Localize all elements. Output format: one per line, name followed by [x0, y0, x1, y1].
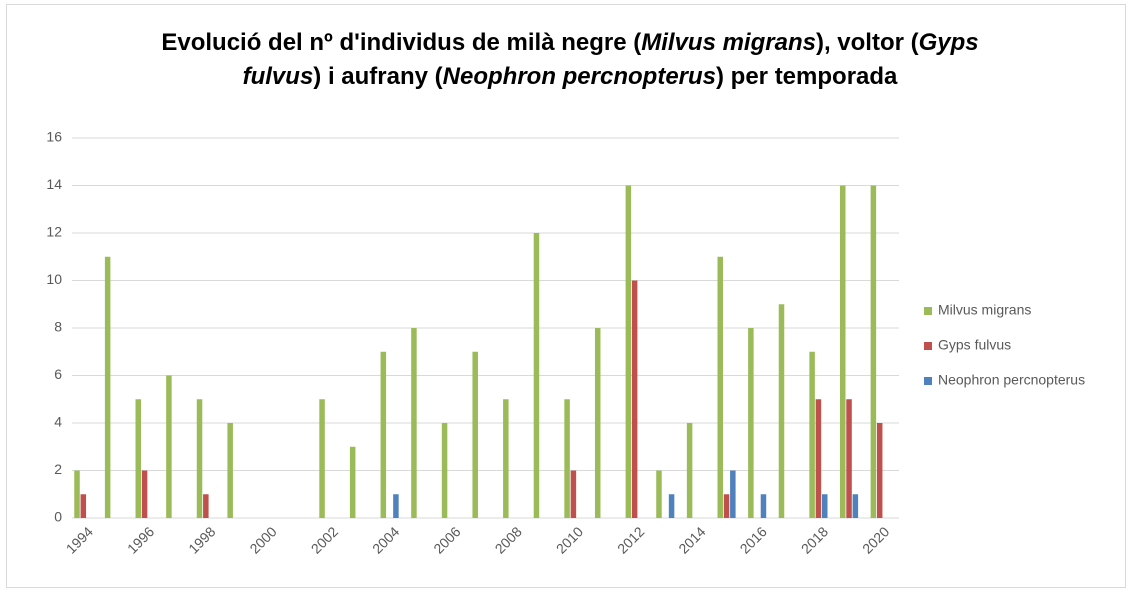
- bar: [625, 185, 632, 518]
- y-tick-label: 10: [46, 271, 62, 287]
- chart-title: Evolució del nº d'individus de milà negr…: [125, 26, 1015, 94]
- legend-label: Gyps fulvus: [938, 337, 1011, 353]
- y-tick-label: 8: [54, 319, 62, 335]
- x-tick-label: 2018: [798, 523, 831, 556]
- bar: [503, 399, 509, 518]
- bar: [141, 470, 148, 518]
- bar: [166, 375, 172, 518]
- bar: [319, 399, 325, 518]
- legend-label: Milvus migrans: [938, 302, 1031, 318]
- bar: [870, 185, 877, 518]
- legend-swatch: [924, 307, 932, 315]
- bar: [594, 328, 601, 518]
- x-tick-label: 2002: [308, 523, 341, 556]
- bar: [778, 304, 785, 518]
- bar: [668, 494, 675, 518]
- bar: [441, 423, 448, 518]
- x-tick-label: 1996: [124, 523, 157, 556]
- bar: [717, 256, 723, 518]
- title-part: Gyps fulvus: [242, 29, 979, 90]
- bar: [411, 328, 417, 518]
- x-tick-label: 2004: [369, 523, 402, 556]
- bar: [723, 494, 730, 518]
- title-part: ) per temporada: [716, 63, 898, 90]
- title-part: ) i aufrany (: [313, 63, 443, 90]
- title-part: ), voltor (: [815, 29, 919, 56]
- bar: [380, 351, 387, 518]
- bar: [840, 185, 846, 518]
- bar: [104, 256, 111, 518]
- bar: [821, 494, 828, 518]
- bar: [809, 351, 815, 518]
- bar: [631, 280, 638, 518]
- y-tick-label: 2: [54, 461, 62, 477]
- title-part: Neophron percnopterus: [442, 63, 717, 90]
- y-tick-label: 16: [46, 129, 62, 145]
- title-part: Evolució del nº d'individus de milà negr…: [161, 29, 642, 56]
- bar: [227, 423, 233, 518]
- x-tick-label: 2012: [614, 523, 647, 556]
- bar: [393, 494, 399, 518]
- x-tick-label: 1994: [63, 523, 96, 556]
- bar: [686, 423, 693, 518]
- bar: [196, 399, 203, 518]
- legend-label: Neophron percnopterus: [938, 372, 1085, 388]
- bar: [80, 494, 87, 518]
- chart-frame: [6, 4, 1126, 588]
- legend-swatch: [924, 377, 932, 385]
- x-tick-label: 2016: [737, 523, 770, 556]
- y-tick-label: 4: [54, 414, 62, 430]
- bar: [852, 494, 859, 518]
- y-tick-label: 0: [54, 509, 62, 525]
- bar: [815, 399, 822, 518]
- x-tick-label: 2006: [430, 523, 463, 556]
- legend-swatch: [924, 342, 932, 350]
- bar: [135, 399, 142, 518]
- bar: [876, 423, 883, 518]
- bar: [570, 470, 577, 518]
- x-tick-label: 2010: [553, 523, 586, 556]
- y-tick-label: 14: [46, 176, 62, 192]
- bar: [748, 328, 754, 518]
- bar: [846, 399, 852, 518]
- bar: [203, 494, 209, 518]
- y-tick-label: 6: [54, 366, 62, 382]
- x-tick-label: 1998: [185, 523, 218, 556]
- x-tick-label: 2020: [859, 523, 892, 556]
- bar: [472, 351, 478, 518]
- bar: [564, 399, 570, 518]
- title-part: Milvus migrans: [641, 29, 816, 56]
- x-tick-label: 2014: [675, 523, 708, 556]
- bar: [656, 470, 662, 518]
- bar: [533, 233, 540, 518]
- bar: [74, 470, 80, 518]
- bar: [349, 446, 356, 518]
- bar: [730, 470, 736, 518]
- x-tick-label: 2008: [492, 523, 525, 556]
- x-tick-label: 2000: [246, 523, 279, 556]
- bar: [760, 494, 767, 518]
- y-tick-label: 12: [46, 224, 62, 240]
